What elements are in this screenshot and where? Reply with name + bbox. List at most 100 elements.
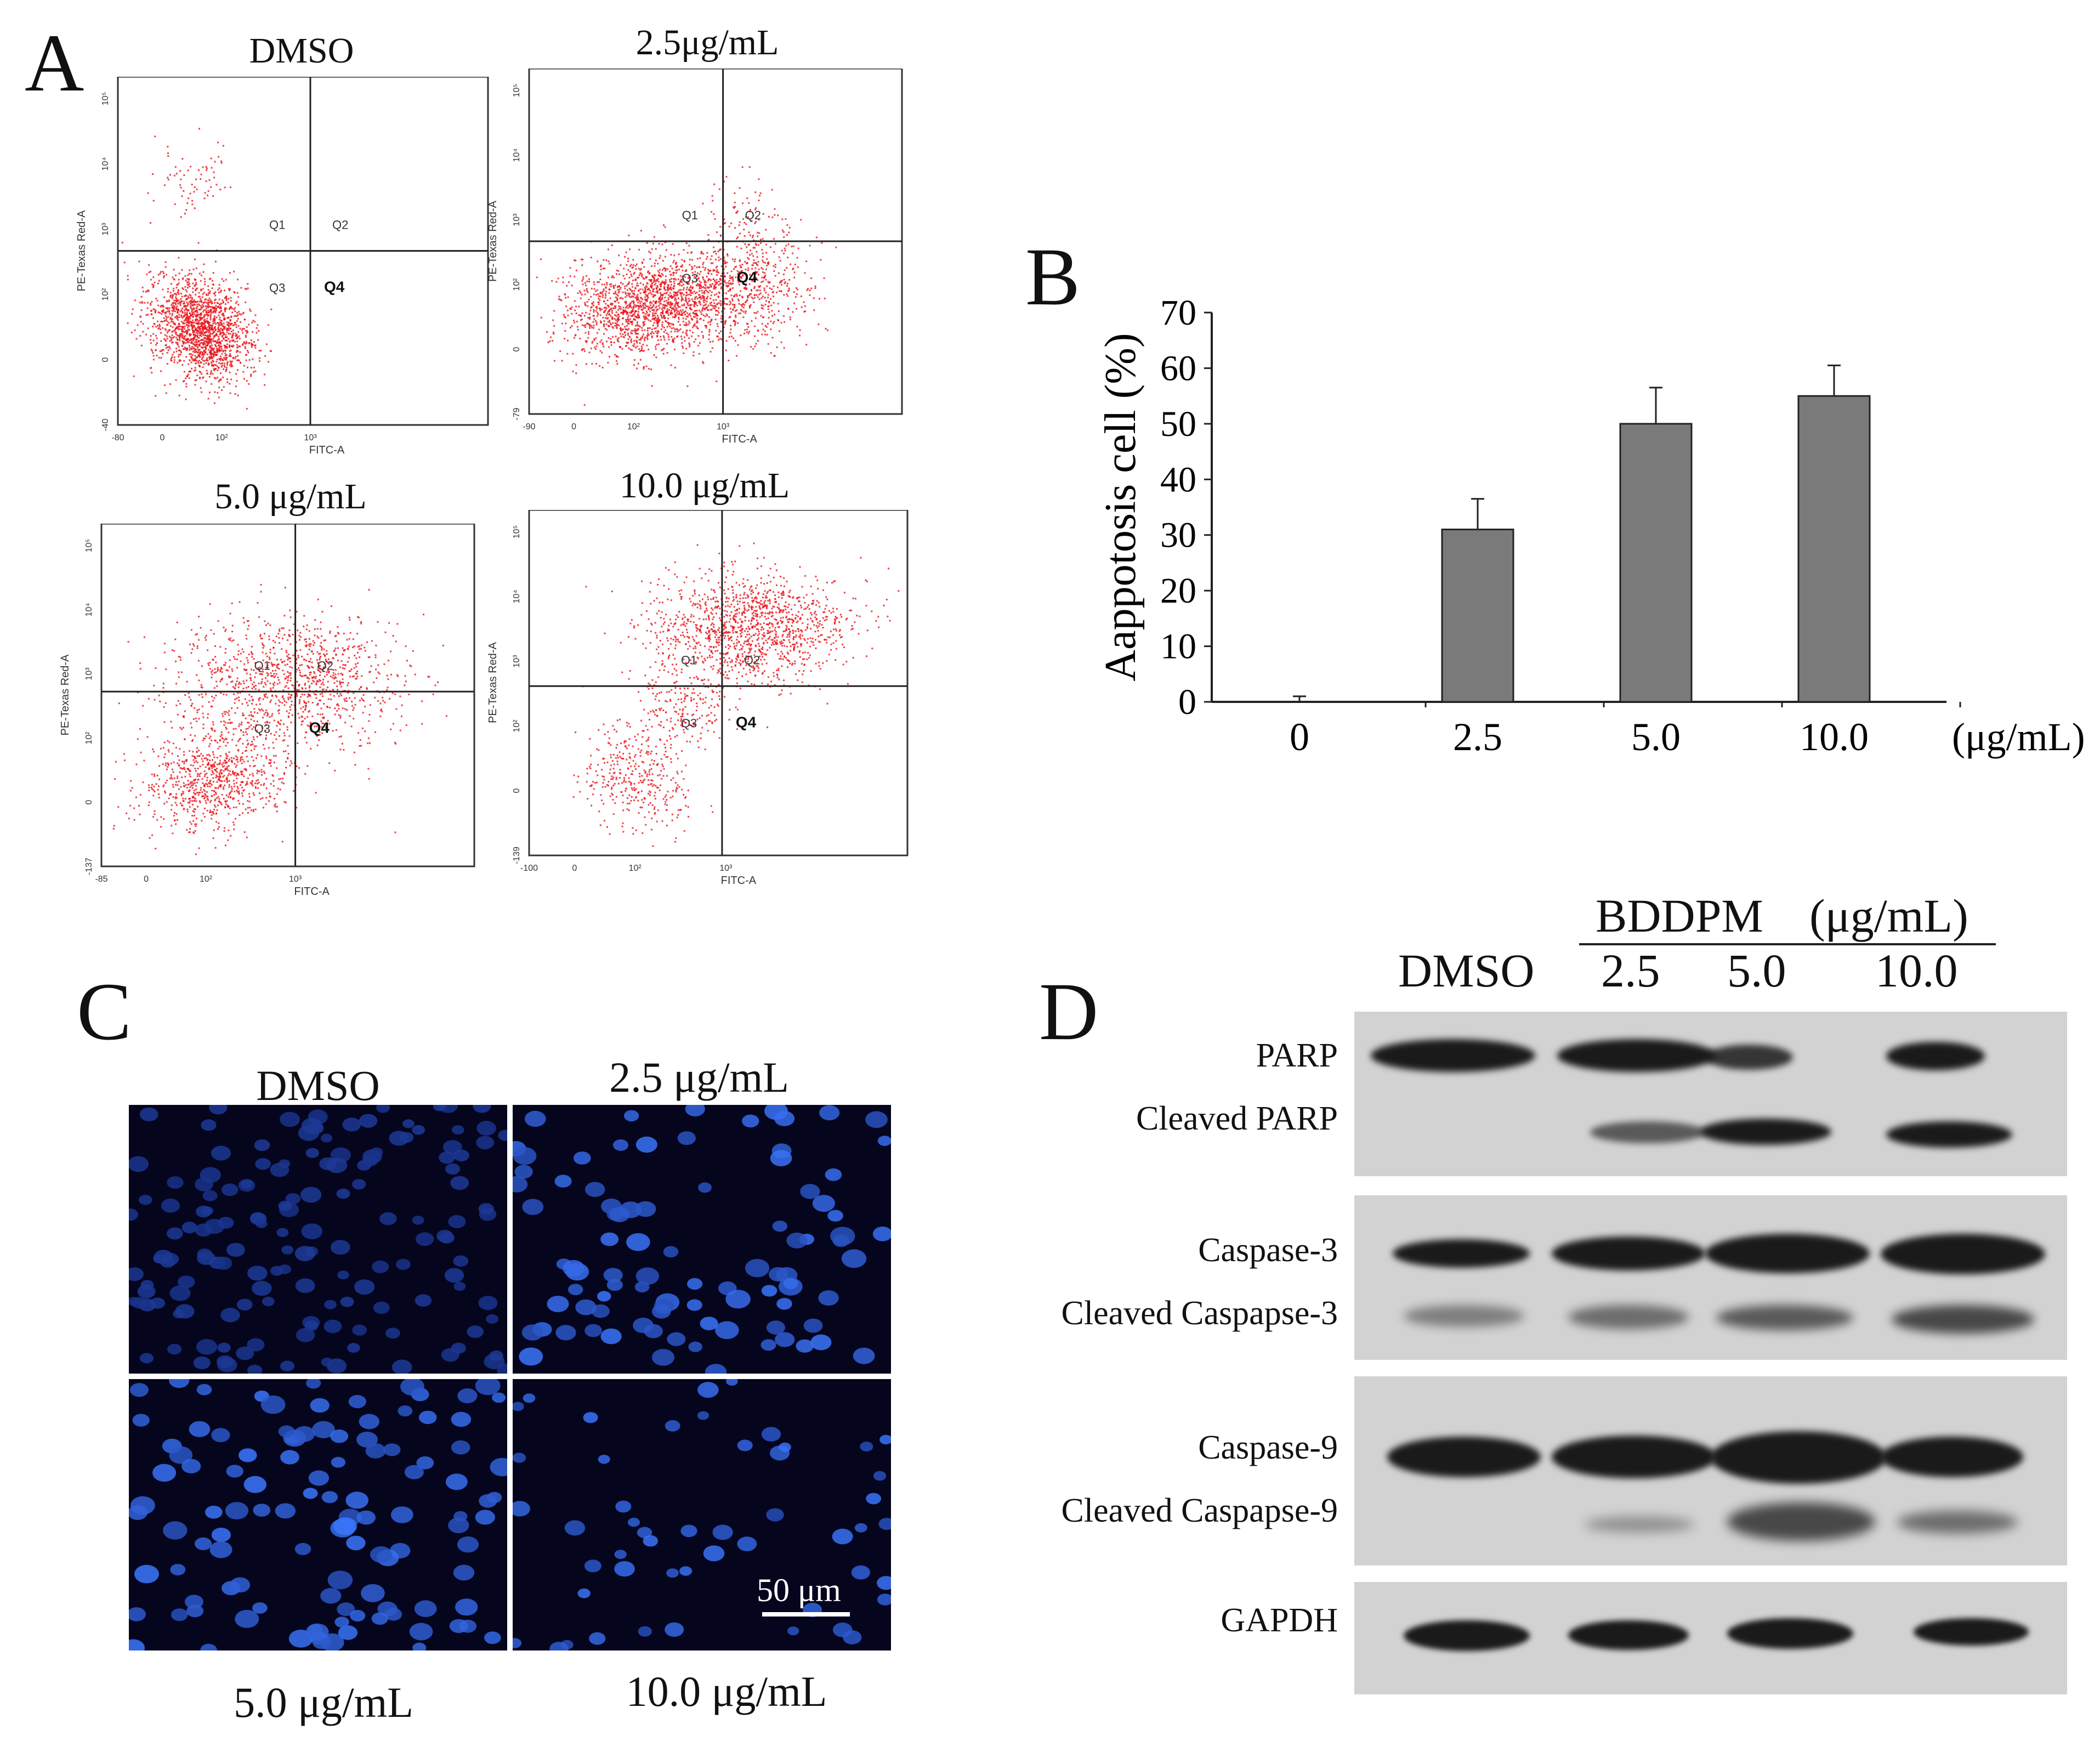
micrograph-image: 50 μm: [513, 1379, 891, 1650]
wb-unit-label: (μg/mL): [1809, 889, 1968, 942]
band: [1727, 1618, 1853, 1649]
band: [1881, 1234, 2045, 1274]
x-tick-label: 10²: [200, 875, 213, 884]
band: [1705, 1045, 1793, 1070]
y-tick-label: 10⁵: [101, 92, 110, 105]
wb-label-gapdh: GAPDH: [1221, 1602, 1338, 1639]
blot-caspase-9: [1354, 1376, 2067, 1566]
wb-lane-label-10-0: 10.0: [1875, 944, 1958, 997]
y-tick-label: 10: [1160, 627, 1196, 667]
y-tick-label: 10²: [512, 278, 521, 291]
panel-letter-c: C: [77, 966, 132, 1057]
wb-lane-label-5-0: 5.0: [1727, 944, 1786, 997]
y-tick-label: 30: [1160, 515, 1196, 555]
micrograph-label: 5.0 μg/mL: [234, 1678, 413, 1726]
band: [1897, 1511, 2018, 1534]
x-tick-label: 5.0: [1631, 715, 1681, 759]
y-tick-label: -137: [84, 858, 94, 875]
y-tick-label: 10⁴: [101, 157, 110, 171]
x-tick-label: 10³: [289, 875, 302, 884]
wb-header-underline: [1579, 943, 1996, 945]
wb-treatment-label: BDDPM: [1596, 889, 1763, 942]
quadrant-label: Q2: [317, 659, 333, 672]
y-tick-label: 10³: [101, 223, 110, 236]
wb-lane-label-2-5: 2.5: [1601, 944, 1660, 997]
y-tick-label: 10⁵: [512, 525, 521, 538]
quadrant-label: Q3: [682, 271, 698, 285]
quadrant-label: Q4: [737, 269, 758, 286]
panel-letter-b: B: [1025, 231, 1081, 322]
x-axis-label: FITC-A: [722, 433, 757, 445]
y-tick-label: 10³: [84, 667, 94, 680]
x-tick-label: 10³: [717, 422, 730, 432]
band: [1727, 1502, 1875, 1541]
flow-plot: Q1 Q2 Q3 Q4 10⁵ 10⁴ 10³ 10² 0 -40 PE-Texas Red-A -8…: [76, 77, 489, 456]
nuclei-layer: [513, 1105, 891, 1374]
y-tick-label: 0: [84, 799, 94, 804]
x-tick-label: 0: [160, 433, 165, 443]
band: [1892, 1305, 2034, 1334]
quadrant-label: Q1: [269, 218, 285, 232]
y-tick-label: 10⁴: [84, 603, 94, 617]
micrograph-label: 10.0 μg/mL: [626, 1667, 827, 1715]
x-tick-label: 10.0: [1800, 715, 1869, 759]
wb-label-parp: PARP: [1256, 1037, 1338, 1074]
apoptosis-bar-chart: 0 10 20 30 40 50 60 70 Aappotosis cell (%) 0 2.5 5.…: [1097, 293, 2085, 759]
bar: [1441, 529, 1514, 703]
band: [1590, 1121, 1705, 1143]
y-tick-label: 50: [1160, 404, 1196, 444]
scatter-dots: [112, 583, 447, 855]
y-tick-label: 10²: [84, 731, 94, 745]
x-tick-label: 10²: [627, 422, 640, 432]
band: [1914, 1618, 2029, 1646]
flow-plot: Q1 Q2 Q3 Q4 10⁵ 10⁴ 10³ 10² 0 -139 PE-Texas Red-A -…: [487, 510, 909, 887]
x-tick-label: 2.5: [1453, 715, 1502, 759]
y-tick-label: 10⁴: [512, 590, 521, 604]
band: [1886, 1121, 2012, 1148]
band: [1568, 1620, 1689, 1650]
x-axis-label: FITC-A: [294, 886, 330, 898]
y-tick-label: 10⁵: [84, 539, 94, 552]
nuclei-layer: 50 μm: [513, 1379, 891, 1650]
bar: [1619, 423, 1693, 703]
band: [1404, 1305, 1524, 1327]
quadrant-label: Q3: [681, 716, 697, 730]
band: [1886, 1042, 1985, 1070]
y-tick-label: 10²: [512, 719, 521, 733]
x-tick-label: -80: [111, 433, 124, 443]
x-tick-label: 0: [144, 875, 149, 884]
blot-gapdh: [1354, 1582, 2067, 1694]
wb-label-cleaved-caspase-9: Cleaved Caspapse-9: [1061, 1492, 1338, 1529]
micrograph-label: 2.5 μg/mL: [609, 1053, 789, 1101]
scatter-dots: [572, 542, 900, 847]
band: [1711, 1431, 1886, 1484]
x-tick-label: -85: [95, 875, 107, 884]
wb-label-caspase-9: Caspase-9: [1198, 1429, 1338, 1466]
y-axis-label: PE-Texas Red-A: [59, 654, 71, 735]
y-tick-label: 40: [1160, 460, 1196, 500]
band: [1881, 1437, 2023, 1477]
band: [1387, 1437, 1541, 1477]
flow-plot-title: 5.0 μg/mL: [214, 477, 367, 517]
y-tick-label: 0: [101, 357, 110, 362]
y-axis-label: Aappotosis cell (%): [1097, 333, 1145, 681]
x-tick-label: 10³: [304, 433, 317, 443]
panel-letter-a: A: [25, 18, 84, 109]
x-tick-label: 10³: [719, 864, 733, 873]
scale-bar: [762, 1612, 850, 1616]
quadrant-label: Q1: [254, 659, 270, 672]
quadrant-label: Q1: [681, 653, 697, 667]
wb-lane-label-dmso: DMSO: [1398, 944, 1535, 997]
quadrant-label: Q3: [269, 281, 285, 295]
y-tick-label: 10³: [512, 213, 521, 226]
x-tick-label: 0: [1290, 715, 1309, 759]
nuclei-layer: [129, 1379, 507, 1650]
y-tick-label: 70: [1160, 293, 1196, 333]
y-tick-label: 10⁴: [512, 149, 521, 162]
bar: [1797, 395, 1871, 703]
micrograph-image: [513, 1105, 891, 1374]
micrograph-label: DMSO: [256, 1062, 380, 1109]
flow-plot-title: 10.0 μg/mL: [619, 466, 790, 506]
micrograph-image: [129, 1379, 507, 1650]
plot-frame: [100, 524, 475, 867]
